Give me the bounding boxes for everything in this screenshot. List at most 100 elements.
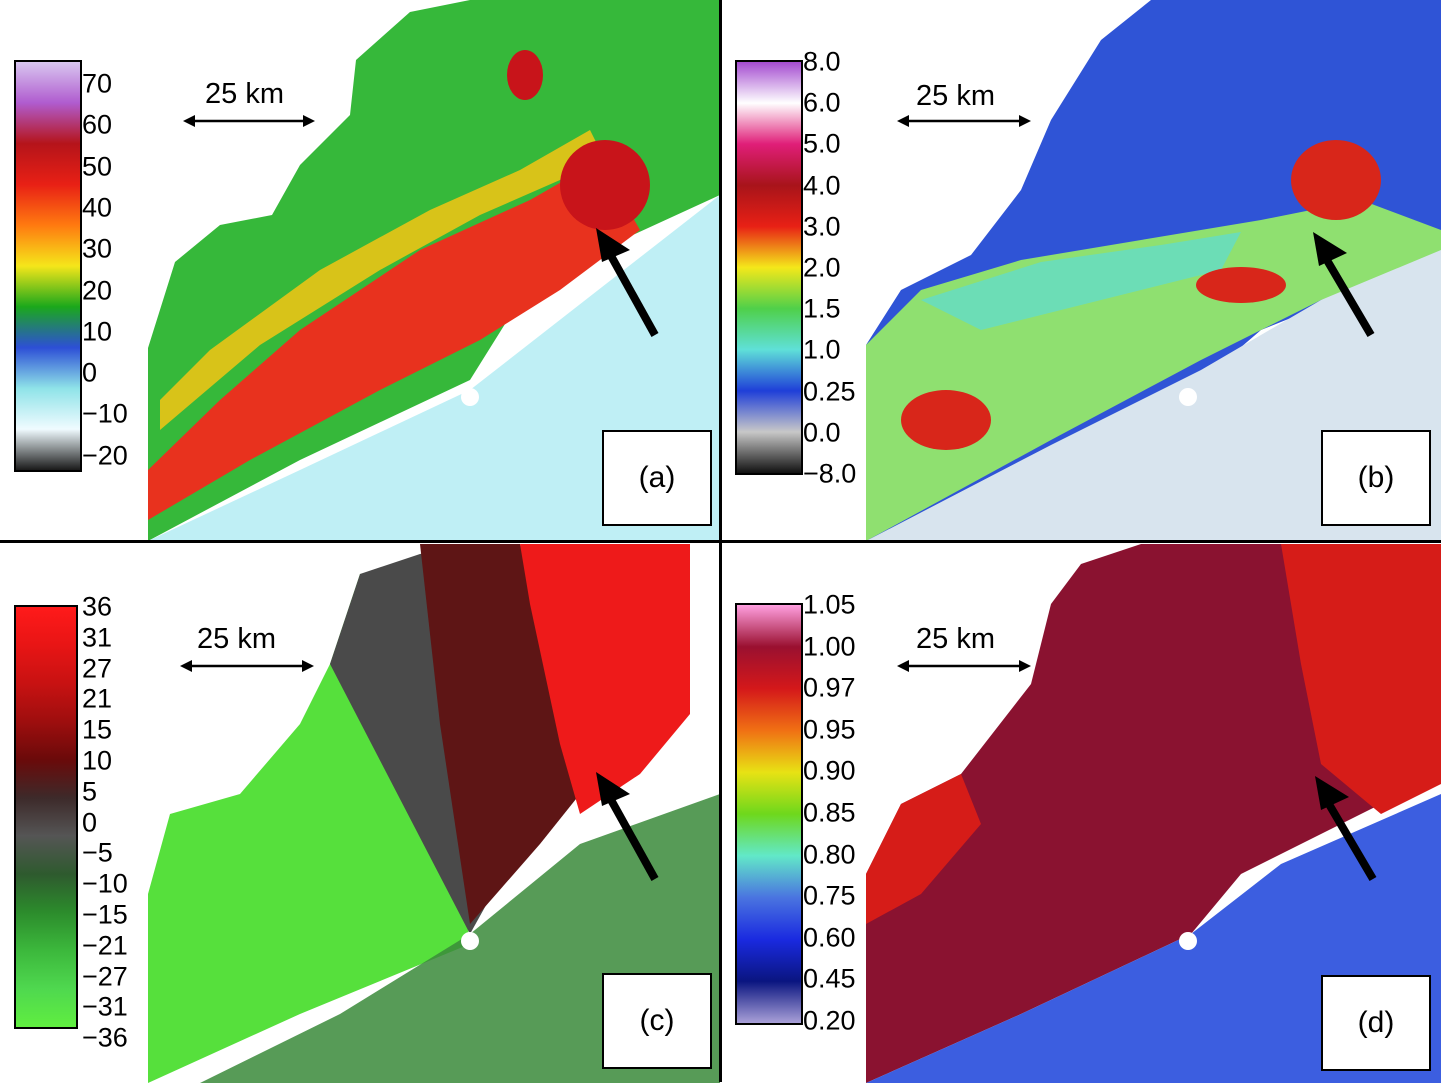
- panel-label: (a): [638, 461, 676, 494]
- colorbar-tick-label: −5: [82, 837, 113, 868]
- panel-label: (c): [639, 1004, 675, 1037]
- scale-label: 25 km: [197, 623, 276, 655]
- colorbar: [735, 603, 803, 1025]
- scale-label: 25 km: [916, 80, 995, 112]
- panel-label-box: (b): [1321, 430, 1431, 526]
- colorbar-tick-label: −36: [82, 1022, 128, 1053]
- colorbar-tick-label: 4.0: [803, 170, 841, 201]
- colorbar-tick-label: 15: [82, 714, 113, 745]
- colorbar-tick-label: 5.0: [803, 128, 841, 159]
- west-core: [901, 390, 991, 450]
- colorbar-tick-label: 1.0: [803, 334, 841, 365]
- panel-a: 70 60 50 40 30 20 10 0 −10 −20 25 km (a): [0, 0, 720, 541]
- colorbar-tick-label: 60: [82, 109, 113, 140]
- panel-label-box: (c): [602, 973, 712, 1069]
- colorbar-tick-label: 8.0: [803, 46, 841, 77]
- colorbar-tick-label: −10: [82, 398, 128, 429]
- colorbar-tick-label: 0.0: [803, 417, 841, 448]
- horizontal-divider: [0, 540, 1441, 543]
- scale-bar-arrow: [180, 660, 314, 672]
- indicator-arrowhead: [596, 228, 630, 262]
- colorbar-tick-label: 40: [82, 192, 113, 223]
- indicator-arrow: [1319, 791, 1377, 882]
- clear-air-region: [148, 195, 720, 541]
- scale-bar-arrow: [897, 115, 1031, 127]
- west-rim: [866, 774, 981, 924]
- colorbar-tick-label: 1.5: [803, 293, 841, 324]
- colorbar: [14, 605, 78, 1029]
- radar-image-reflectivity: [148, 0, 720, 541]
- colorbar-tick-label: 0.20: [803, 1005, 856, 1036]
- scale-bar-arrow: [183, 115, 315, 127]
- colorbar: [735, 60, 803, 475]
- radar-site: [461, 388, 479, 406]
- colorbar-tick-label: 5: [82, 776, 98, 807]
- east-rim: [1281, 544, 1441, 814]
- colorbar-tick-label: 2.0: [803, 252, 841, 283]
- radar-image-correlation-coefficient: [866, 544, 1441, 1083]
- colorbar-tick-label: −20: [82, 440, 128, 471]
- panel-c: 36 31 27 21 15 10 5 0 −5 −10 −15 −21 −27 −31 −36 25 km…: [0, 543, 720, 1084]
- colorbar-tick-label: −15: [82, 899, 128, 930]
- indicator-arrowhead: [1315, 776, 1349, 810]
- storm-core: [1291, 140, 1381, 220]
- colorbar-tick-label: 1.00: [803, 631, 856, 662]
- noise-region: [866, 250, 1441, 541]
- colorbar-tick-label: 0.85: [803, 797, 856, 828]
- scale-bar-arrow: [897, 660, 1031, 672]
- colorbar-tick-label: 30: [82, 233, 113, 264]
- indicator-arrowhead: [1313, 232, 1347, 266]
- colorbar-tick-label: 0.90: [803, 755, 856, 786]
- panel-label: (b): [1357, 461, 1395, 494]
- high-reflectivity-band: [148, 160, 640, 520]
- colorbar-tick-label: −21: [82, 930, 128, 961]
- colorbar-tick-label: 31: [82, 622, 113, 653]
- colorbar-tick-label: −8.0: [803, 458, 857, 489]
- band-core: [1196, 267, 1286, 303]
- scale-label: 25 km: [205, 78, 284, 110]
- radar-site: [461, 932, 479, 950]
- indicator-arrow: [601, 787, 659, 881]
- colorbar-tick-label: 6.0: [803, 87, 841, 118]
- colorbar-tick-label: 0: [82, 357, 98, 388]
- storm-cell-north: [507, 50, 543, 100]
- colorbar-tick-label: 70: [82, 68, 113, 99]
- colorbar-tick-label: 0.75: [803, 880, 856, 911]
- scale-label: 25 km: [916, 623, 995, 655]
- colorbar-tick-label: 21: [82, 683, 113, 714]
- panel-label-box: (a): [602, 430, 712, 526]
- indicator-arrowhead: [596, 772, 630, 806]
- colorbar-tick-label: 0.80: [803, 839, 856, 870]
- radar-site: [1179, 388, 1197, 406]
- colorbar-tick-label: 27: [82, 653, 113, 684]
- colorbar-tick-label: 0.25: [803, 376, 856, 407]
- colorbar-tick-label: 20: [82, 275, 113, 305]
- radar-image-differential-reflectivity: [866, 0, 1441, 541]
- outbound-region: [520, 544, 690, 814]
- colorbar-tick-label: 0: [82, 807, 98, 838]
- colorbar-tick-label: 50: [82, 151, 113, 182]
- colorbar-tick-label: 0.95: [803, 714, 856, 745]
- colorbar-tick-label: −27: [82, 961, 128, 992]
- colorbar-tick-label: 1.05: [803, 589, 856, 620]
- colorbar-tick-label: −10: [82, 868, 128, 899]
- colorbar-tick-label: 10: [82, 745, 113, 776]
- echo-region: [866, 544, 1441, 1083]
- yellow-fringe: [160, 130, 600, 430]
- colorbar-tick-label: 0.45: [803, 963, 856, 994]
- panel-label: (d): [1357, 1006, 1395, 1039]
- colorbar-tick-label: 0.60: [803, 922, 856, 953]
- indicator-arrow: [1317, 247, 1375, 338]
- colorbar-tick-label: 36: [82, 591, 113, 622]
- indicator-arrow: [601, 243, 659, 337]
- noise-region: [866, 794, 1441, 1083]
- storm-core: [560, 140, 650, 230]
- noise-region: [200, 794, 720, 1083]
- colorbar: [14, 60, 82, 472]
- colorbar-tick-label: 3.0: [803, 211, 841, 242]
- cyan-fringe: [921, 232, 1241, 330]
- colorbar-tick-label: −31: [82, 991, 128, 1022]
- radar-image-radial-velocity: [148, 544, 720, 1083]
- colorbar-tick-label: 0.97: [803, 672, 856, 703]
- panel-d: 1.05 1.00 0.97 0.95 0.90 0.85 0.80 0.75 0.60 0.45…: [721, 543, 1441, 1084]
